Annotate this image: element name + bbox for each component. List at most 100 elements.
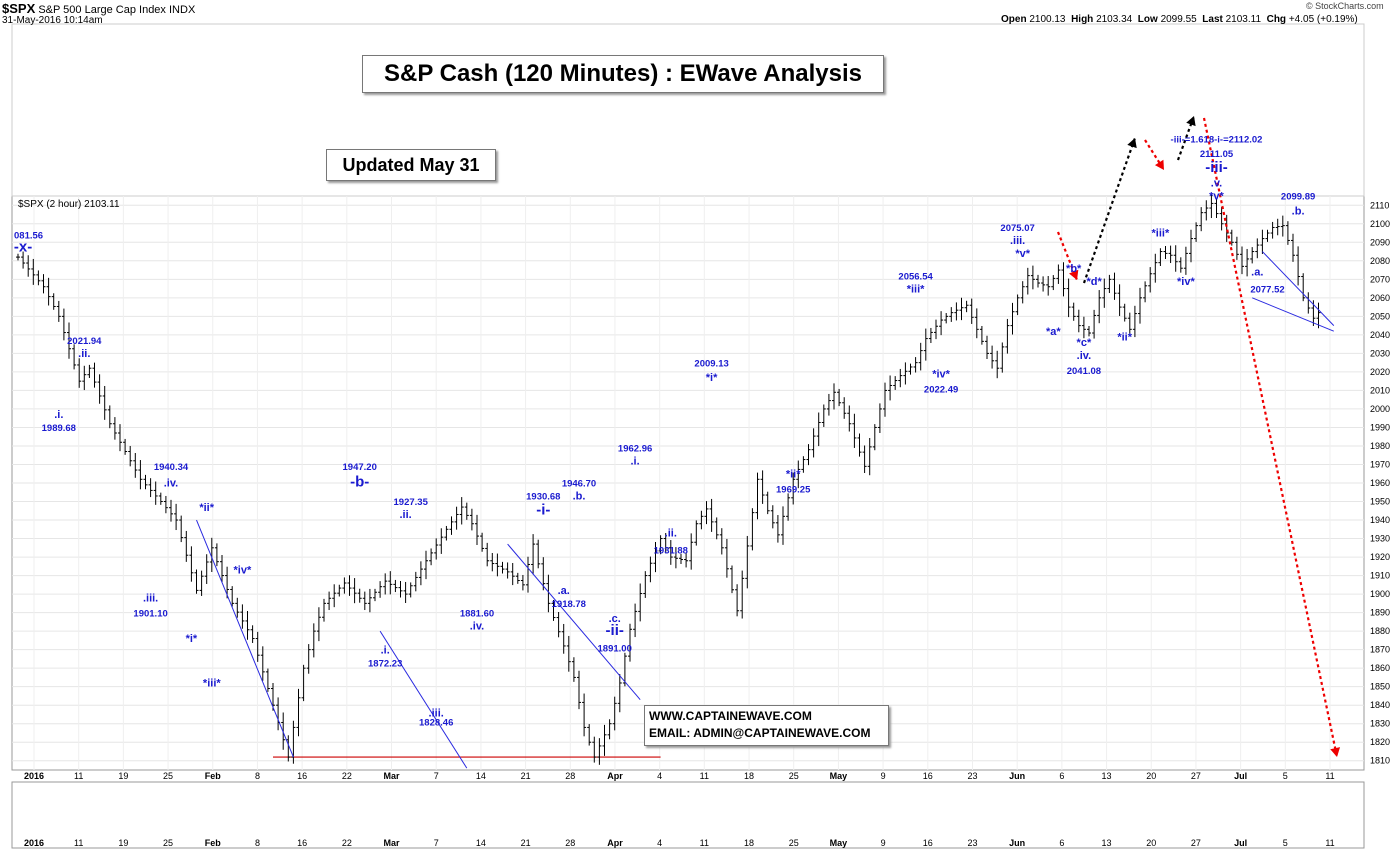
last-label: Last: [1202, 14, 1223, 25]
wave-label: .iv.: [164, 478, 178, 490]
wave-label: 2077.52: [1250, 284, 1284, 295]
wave-label: 1872.23: [368, 658, 402, 669]
projection-arrowhead: [1154, 159, 1164, 170]
projection-arrow: [1082, 137, 1137, 284]
website-text: WWW.CAPTAINEWAVE.COM: [649, 709, 812, 723]
x-tick-label: 23: [967, 771, 977, 781]
x-tick-label: 13: [1102, 838, 1112, 848]
x-tick-label: 11: [1325, 838, 1334, 848]
x-tick-label: 18: [744, 838, 754, 848]
chart-header-left: $SPX S&P 500 Large Cap Index INDX: [2, 1, 195, 16]
y-tick-label: 1980: [1370, 441, 1390, 451]
wave-label: 1891.00: [598, 643, 632, 654]
y-tick-label: 2000: [1370, 404, 1390, 414]
chg-value: +4.05 (+0.19%): [1288, 14, 1358, 25]
low-label: Low: [1137, 14, 1158, 25]
x-tick-label: 6: [1059, 838, 1064, 848]
x-tick-label: 25: [789, 838, 799, 848]
x-tick-label: 16: [923, 771, 933, 781]
wave-label: 2022.49: [924, 384, 958, 395]
x-tick-label: Mar: [384, 771, 401, 781]
y-tick-label: 1960: [1370, 478, 1390, 488]
x-tick-label: 2016: [24, 771, 44, 781]
y-tick-label: 2040: [1370, 330, 1390, 340]
legend-label: $SPX (2 hour) 2103.11: [18, 199, 120, 210]
wave-label: 1940.34: [154, 462, 189, 473]
x-tick-label: 27: [1191, 771, 1201, 781]
x-tick-label: Jun: [1009, 771, 1025, 781]
x-axis: 20162016111119192525FebFeb8816162222MarM…: [24, 771, 1335, 848]
x-tick-label: Feb: [205, 771, 222, 781]
projection-arrowhead: [1069, 269, 1079, 280]
wave-label: *a*: [1046, 326, 1061, 338]
trend-line: [1252, 297, 1334, 332]
wave-label: .iii.: [429, 707, 444, 719]
exchange: INDX: [169, 4, 196, 16]
wave-label: *iv*: [1177, 276, 1195, 288]
wave-label: .i.: [631, 455, 640, 467]
wave-label: .b.: [1292, 206, 1305, 218]
wave-label: 2075.07: [1000, 223, 1034, 234]
x-tick-label: 18: [744, 771, 754, 781]
x-tick-label: Mar: [384, 838, 401, 848]
chg-label: Chg: [1266, 14, 1287, 25]
symbol: $SPX: [2, 1, 36, 16]
wave-label: 1901.10: [133, 608, 167, 619]
x-tick-label: 11: [74, 771, 83, 781]
y-tick-label: 1820: [1370, 737, 1390, 747]
y-tick-label: 2050: [1370, 311, 1390, 321]
wave-label: 1930.68: [526, 492, 560, 503]
y-tick-label: 2090: [1370, 237, 1390, 247]
wave-label: .ii.: [399, 509, 411, 521]
wave-label: 2056.54: [898, 271, 933, 282]
wave-label: *v*: [1015, 248, 1030, 260]
y-tick-label: 2080: [1370, 256, 1390, 266]
wave-label: *b*: [1066, 263, 1082, 275]
y-tick-label: 1930: [1370, 534, 1390, 544]
y-tick-label: 1890: [1370, 608, 1390, 618]
y-tick-label: 1810: [1370, 756, 1390, 766]
x-tick-label: 21: [521, 838, 531, 848]
y-tick-label: 2030: [1370, 348, 1390, 358]
x-tick-label: 22: [342, 771, 352, 781]
projection-arrow: [1176, 115, 1196, 161]
price-bars: [16, 115, 1341, 769]
y-axis: 1810 1820 1830 1840 1850 1860 1870 1880 1890 1900…: [1370, 200, 1390, 765]
wave-label: -iii-: [1205, 159, 1228, 176]
wave-label: .iv.: [1077, 350, 1091, 362]
x-tick-label: 23: [967, 838, 977, 848]
wave-label: .ii.: [665, 528, 677, 540]
wave-label: 1881.60: [460, 608, 494, 619]
wave-label: -ii-: [606, 622, 624, 639]
wave-label: *ii*: [786, 468, 801, 480]
wave-label: .ii.: [78, 348, 90, 360]
wave-label: *iii*: [1152, 228, 1170, 240]
x-tick-label: 6: [1059, 771, 1064, 781]
wave-label: 1947.20: [343, 462, 377, 473]
x-tick-label: May: [830, 771, 848, 781]
wave-label: 1962.96: [618, 444, 652, 455]
wave-label: *c*: [1077, 337, 1092, 349]
wave-label: 1931.88: [654, 545, 688, 556]
x-tick-label: Feb: [205, 838, 222, 848]
x-tick-label: 5: [1283, 771, 1288, 781]
y-tick-label: 1910: [1370, 571, 1390, 581]
wave-label: 1946.70: [562, 479, 596, 490]
wave-label: 1969.25: [776, 484, 811, 495]
y-tick-label: 1840: [1370, 700, 1390, 710]
updated-box: Updated May 31: [326, 149, 496, 181]
x-tick-label: 9: [881, 771, 886, 781]
x-tick-label: 16: [297, 771, 307, 781]
x-tick-label: Jun: [1009, 838, 1025, 848]
wave-label: .c.: [609, 613, 621, 625]
x-tick-label: Apr: [607, 771, 623, 781]
wave-label: .iii.: [1010, 235, 1025, 247]
wave-label: -iii-=1.618-i-=2112.02: [1171, 134, 1263, 145]
y-tick-label: 1940: [1370, 515, 1390, 525]
y-tick-label: 1850: [1370, 682, 1390, 692]
last-value: 2103.11: [1225, 14, 1262, 25]
wave-label: *iii*: [907, 283, 925, 295]
x-tick-label: 16: [923, 838, 933, 848]
wave-label: *ii*: [1117, 331, 1132, 343]
projection-arrowhead: [1186, 116, 1196, 127]
